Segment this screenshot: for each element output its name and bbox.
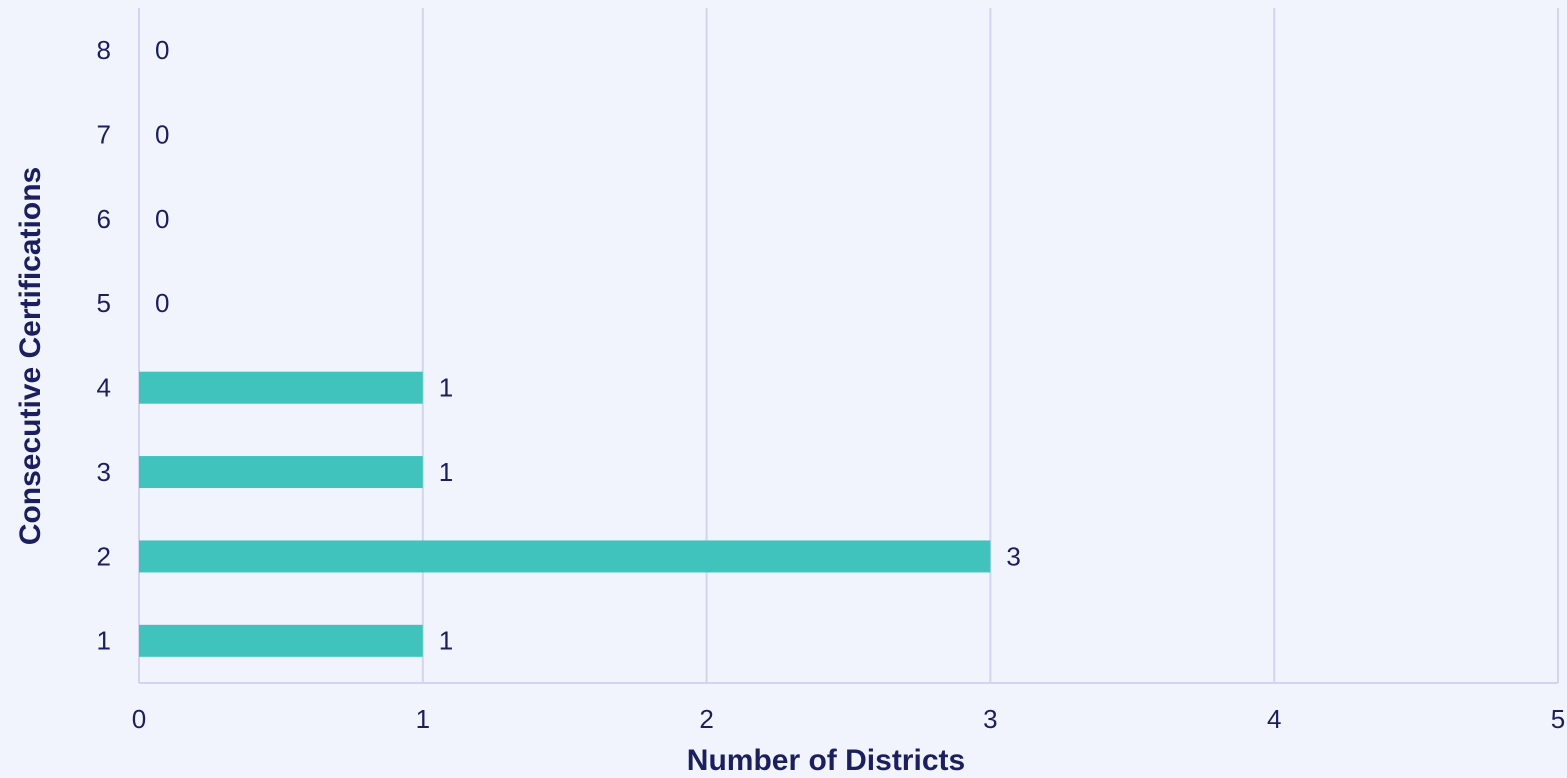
x-tick-label: 3 <box>983 704 997 734</box>
data-label: 1 <box>439 626 453 656</box>
x-tick-label: 4 <box>1267 704 1281 734</box>
y-tick-label: 1 <box>97 626 111 656</box>
bar <box>139 624 423 657</box>
y-axis-title: Consecutive Certifications <box>14 167 47 545</box>
x-tick-label: 1 <box>416 704 430 734</box>
x-axis-title: Number of Districts <box>687 744 965 777</box>
y-tick-label: 2 <box>97 541 111 571</box>
data-label: 1 <box>439 373 453 403</box>
bar <box>139 540 991 573</box>
data-label: 0 <box>155 119 169 149</box>
data-label: 0 <box>155 288 169 318</box>
data-label: 0 <box>155 204 169 234</box>
y-tick-label: 7 <box>97 119 111 149</box>
x-tick-label: 0 <box>132 704 146 734</box>
y-tick-label: 8 <box>97 35 111 65</box>
y-tick-label: 4 <box>97 373 111 403</box>
x-tick-label: 2 <box>699 704 713 734</box>
y-tick-label: 3 <box>97 457 111 487</box>
y-tick-label: 5 <box>97 288 111 318</box>
data-label: 1 <box>439 457 453 487</box>
bar <box>139 456 423 489</box>
y-tick-label: 6 <box>97 204 111 234</box>
bar <box>139 371 423 404</box>
data-label: 3 <box>1006 541 1020 571</box>
data-label: 0 <box>155 35 169 65</box>
x-tick-label: 5 <box>1551 704 1565 734</box>
